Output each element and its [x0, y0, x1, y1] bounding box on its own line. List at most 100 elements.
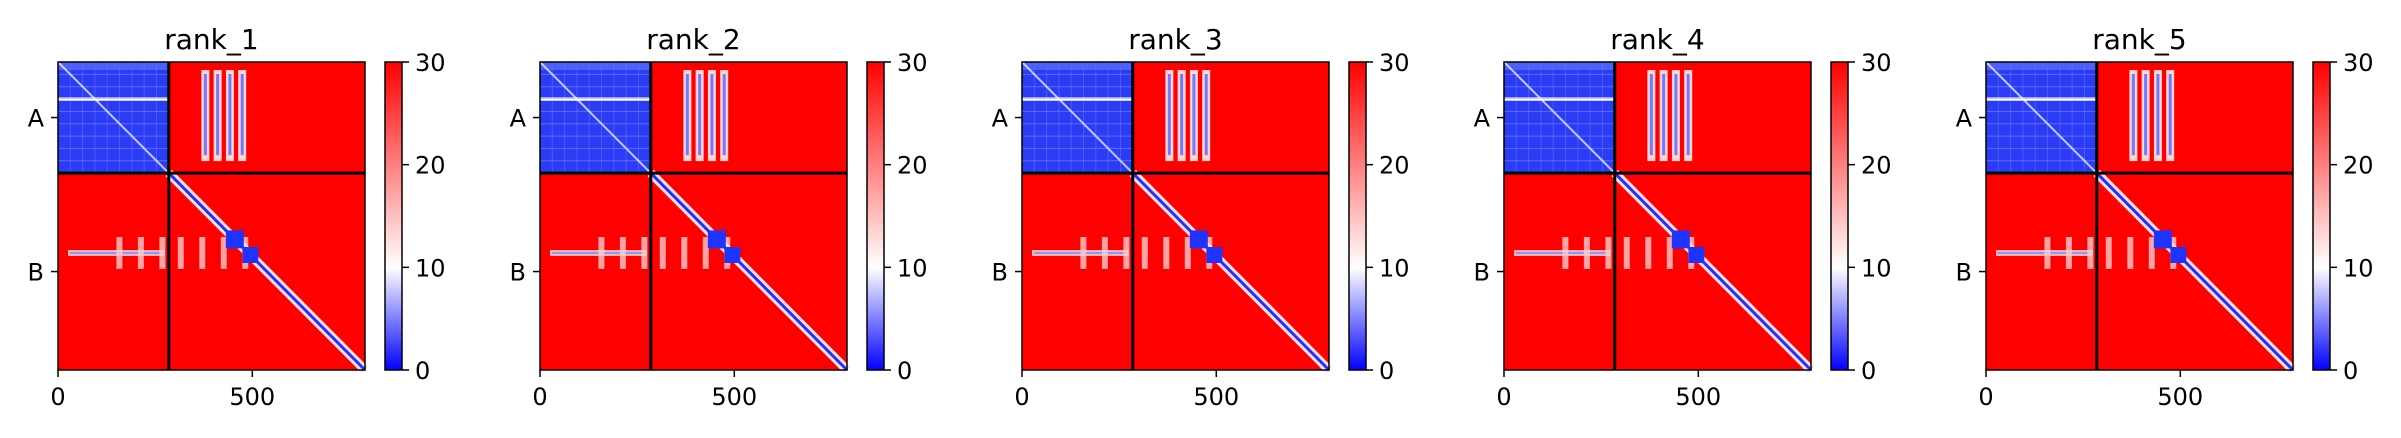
x-tick-label: 500 [1675, 383, 1721, 411]
interchain-tick [1141, 236, 1148, 269]
chain-label-b: B [1474, 259, 1490, 287]
chain-a-diagonal [1985, 61, 2098, 174]
x-tick-label: 0 [1978, 383, 1993, 411]
chain-label-a: A [510, 105, 527, 133]
colorbar-tick-label: 20 [1861, 152, 1892, 180]
panel-title: rank_2 [646, 23, 740, 56]
interchain-tick [598, 236, 605, 269]
colorbar-tick-label: 0 [1861, 357, 1876, 385]
interchain-tick [2087, 236, 2094, 269]
interchain-stripe-core [203, 74, 207, 156]
chain-b-diagonal [167, 172, 367, 372]
domain-block [1189, 230, 1208, 249]
colorbar-frame [866, 61, 885, 371]
chain-a-diagonal [57, 61, 170, 174]
texture-band [1022, 62, 1133, 70]
heatmap-frame [1985, 61, 2294, 371]
interchain-tick [702, 236, 709, 269]
chain-b-diagonal [1613, 172, 1813, 372]
interchain-tick [1163, 236, 1170, 269]
heatmap-frame [57, 61, 366, 371]
interchain-tick [1605, 236, 1612, 269]
chain-b-diagonal [2095, 172, 2295, 372]
panel-title: rank_3 [1128, 23, 1222, 56]
chain-b-diagonal [649, 172, 849, 372]
colorbar-tick-label: 30 [2343, 49, 2374, 77]
colorbar-tick-label: 20 [415, 152, 446, 180]
interchain-stripe-core [1204, 74, 1208, 156]
colorbar-frame [1830, 61, 1849, 371]
chain-label-a: A [1474, 105, 1491, 133]
colorbar-tick-label: 30 [1379, 49, 1410, 77]
interchain-tick [641, 236, 648, 269]
interchain-stripe-core [240, 74, 244, 156]
x-tick-label: 0 [1014, 383, 1029, 411]
colorbar-tick-label: 20 [1379, 152, 1410, 180]
domain-block [225, 230, 244, 249]
colorbar-tick-label: 0 [897, 357, 912, 385]
texture-band [1504, 62, 1615, 70]
interchain-stripe-core [1180, 74, 1184, 156]
colorbar-tick-label: 20 [2343, 152, 2374, 180]
interchain-stripe-core [2168, 74, 2172, 156]
interchain-stripe-core [685, 74, 689, 156]
pae-panel-4: rank_4 A B 0 500 0 10 20 30 [1474, 23, 1892, 411]
domain-block [1671, 230, 1690, 249]
colorbar-frame [2312, 61, 2331, 371]
interchain-tick [159, 236, 166, 269]
pae-panel-2: rank_2 A B 0 500 0 10 20 30 [510, 23, 928, 411]
chain-a-diagonal [1021, 61, 1134, 174]
colorbar-tick-label: 10 [897, 254, 928, 282]
interchain-stripe-core [1674, 74, 1678, 156]
x-tick-label: 500 [1193, 383, 1239, 411]
domain-block [2170, 246, 2187, 263]
pae-panel-5: rank_5 A B 0 500 0 10 20 30 [1956, 23, 2374, 411]
colorbar-tick-label: 10 [2343, 254, 2374, 282]
interchain-stripe-core [1662, 74, 1666, 156]
domain-block [1206, 246, 1223, 263]
interchain-tick [1645, 236, 1652, 269]
domain-block [1688, 246, 1705, 263]
interchain-tick [137, 236, 144, 269]
interchain-stripe-core [228, 74, 232, 156]
domain-block [707, 230, 726, 249]
x-tick-label: 500 [711, 383, 757, 411]
interchain-tick [1184, 236, 1191, 269]
colorbar [2313, 62, 2330, 370]
domain-block [2153, 230, 2172, 249]
colorbar [1349, 62, 1366, 370]
interchain-tick [619, 236, 626, 269]
colorbar [867, 62, 884, 370]
interchain-tick [1080, 236, 1087, 269]
interchain-tick [199, 236, 206, 269]
interchain-tick [1583, 236, 1590, 269]
interchain-stripe-core [1167, 74, 1171, 156]
chain-a-diagonal [1503, 61, 1616, 174]
interchain-tick [1623, 236, 1630, 269]
x-tick-label: 500 [229, 383, 275, 411]
interchain-tick [681, 236, 688, 269]
colorbar-frame [384, 61, 403, 371]
interchain-tick [220, 236, 227, 269]
interchain-tick [177, 236, 184, 269]
interchain-stripe-core [710, 74, 714, 156]
interchain-tick [1101, 236, 1108, 269]
chain-label-b: B [510, 259, 526, 287]
colorbar [385, 62, 402, 370]
panel-title: rank_4 [1610, 23, 1704, 56]
texture-band [1986, 62, 2097, 70]
interchain-tick [2105, 236, 2112, 269]
colorbar-tick-label: 0 [415, 357, 430, 385]
x-tick-label: 0 [1496, 383, 1511, 411]
x-tick-label: 0 [50, 383, 65, 411]
pae-panel-3: rank_3 A B 0 500 0 10 20 30 [992, 23, 1410, 411]
interchain-tick [1562, 236, 1569, 269]
pae-panel-1: rank_1 A B 0 500 0 10 20 30 [28, 23, 446, 411]
texture-band [540, 62, 651, 70]
colorbar-tick-label: 20 [897, 152, 928, 180]
chain-label-a: A [28, 105, 45, 133]
chain-label-a: A [1956, 105, 1973, 133]
x-tick-label: 500 [2157, 383, 2203, 411]
domain-block [724, 246, 741, 263]
chain-b-diagonal [1131, 172, 1331, 372]
